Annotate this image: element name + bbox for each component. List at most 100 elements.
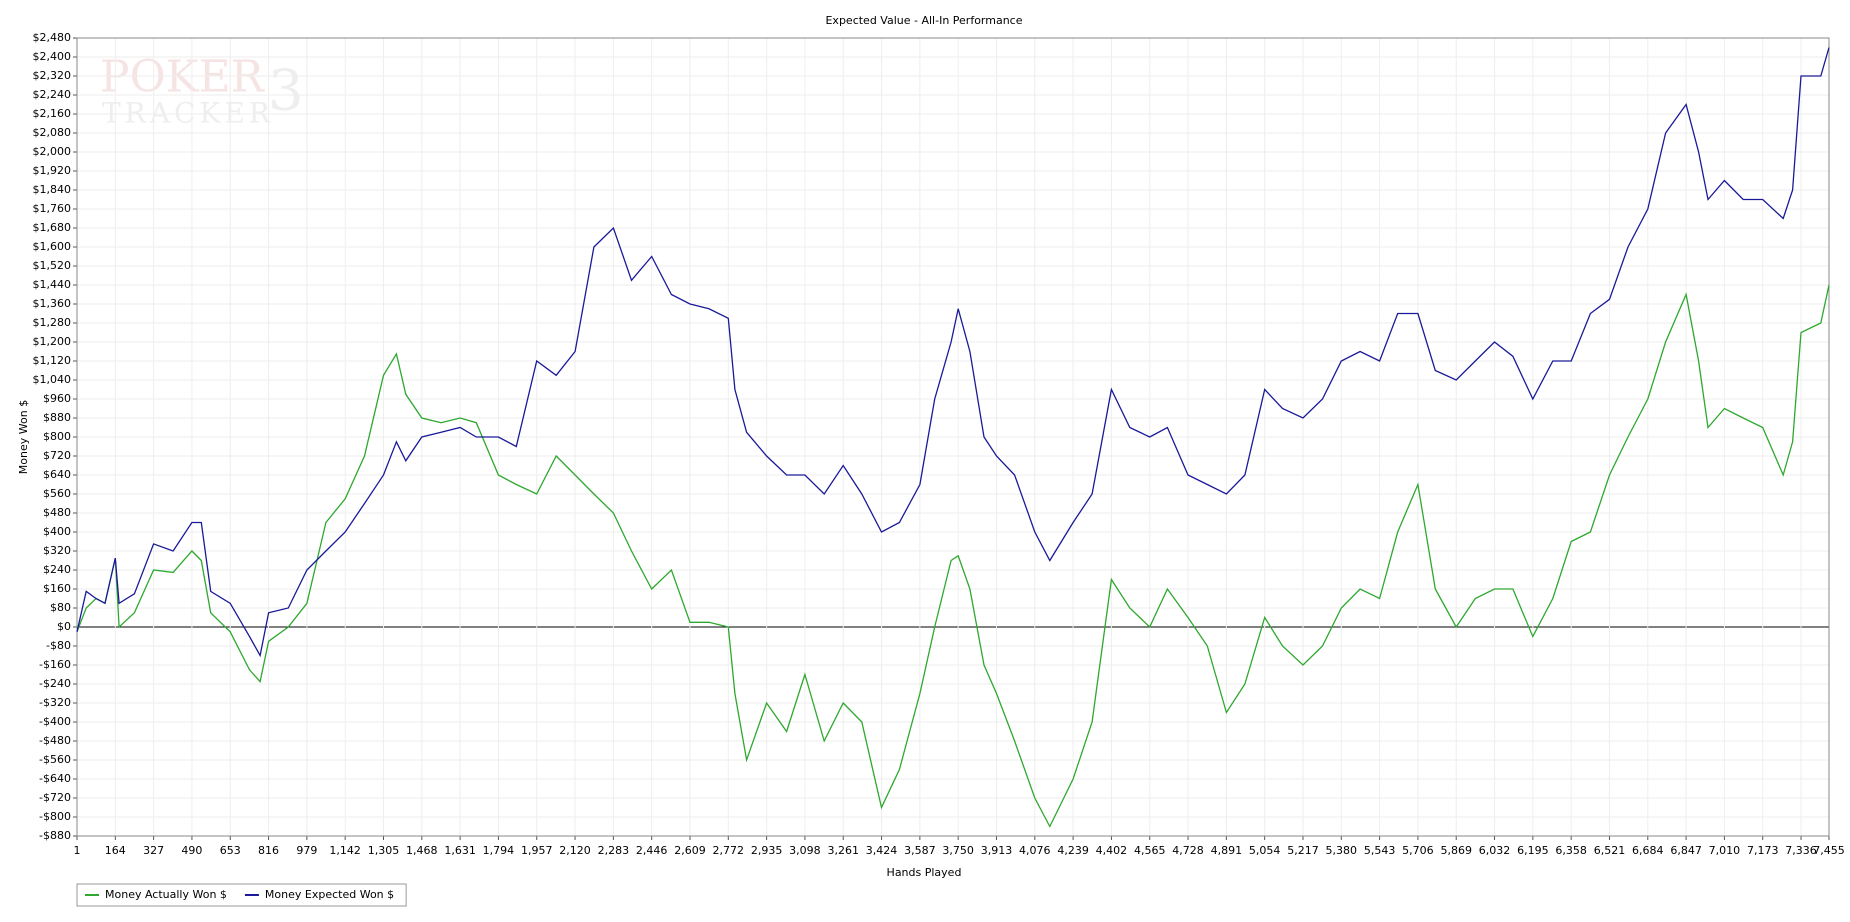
x-tick-label: 6,521 bbox=[1594, 844, 1626, 857]
y-tick-label: $1,440 bbox=[33, 278, 72, 291]
x-tick-label: 2,283 bbox=[598, 844, 630, 857]
x-tick-label: 653 bbox=[220, 844, 241, 857]
y-tick-label: $1,360 bbox=[33, 297, 72, 310]
y-tick-label: $1,200 bbox=[33, 335, 72, 348]
y-tick-label: -$160 bbox=[39, 658, 71, 671]
series-line bbox=[76, 284, 1830, 828]
legend-label: Money Actually Won $ bbox=[105, 888, 227, 901]
x-tick-label: 1,794 bbox=[483, 844, 515, 857]
y-tick-label: -$400 bbox=[39, 715, 71, 728]
x-tick-label: 2,772 bbox=[713, 844, 745, 857]
x-tick-label: 6,195 bbox=[1517, 844, 1549, 857]
y-tick-label: $1,840 bbox=[33, 183, 72, 196]
y-tick-label: $0 bbox=[57, 620, 71, 633]
x-tick-label: 3,098 bbox=[789, 844, 821, 857]
x-tick-label: 5,543 bbox=[1364, 844, 1396, 857]
x-tick-label: 4,076 bbox=[1019, 844, 1051, 857]
x-tick-label: 4,565 bbox=[1134, 844, 1166, 857]
y-tick-label: -$560 bbox=[39, 753, 71, 766]
y-tick-label: $1,600 bbox=[33, 240, 72, 253]
x-tick-label: 7,336 bbox=[1785, 844, 1817, 857]
x-tick-label: 3,424 bbox=[866, 844, 898, 857]
y-tick-label: $1,280 bbox=[33, 316, 72, 329]
x-tick-label: 1,631 bbox=[444, 844, 476, 857]
y-tick-label: $640 bbox=[43, 468, 71, 481]
x-tick-label: 4,239 bbox=[1057, 844, 1089, 857]
y-tick-label: $2,320 bbox=[33, 69, 72, 82]
y-tick-label: -$720 bbox=[39, 791, 71, 804]
x-tick-label: 3,913 bbox=[981, 844, 1013, 857]
y-axis-label: Money Won $ bbox=[17, 400, 30, 474]
x-tick-label: 6,847 bbox=[1670, 844, 1702, 857]
x-tick-label: 5,869 bbox=[1440, 844, 1472, 857]
y-tick-label: $480 bbox=[43, 506, 71, 519]
y-tick-label: $960 bbox=[43, 392, 71, 405]
x-tick-label: 979 bbox=[296, 844, 317, 857]
x-tick-label: 1,468 bbox=[406, 844, 438, 857]
y-tick-label: -$640 bbox=[39, 772, 71, 785]
watermark-text: 3 bbox=[268, 59, 304, 124]
y-tick-label: $160 bbox=[43, 582, 71, 595]
y-tick-label: $80 bbox=[50, 601, 71, 614]
x-tick-label: 4,728 bbox=[1172, 844, 1204, 857]
watermark-text: POKER bbox=[100, 52, 266, 103]
x-tick-label: 6,032 bbox=[1479, 844, 1511, 857]
x-tick-label: 164 bbox=[105, 844, 126, 857]
x-tick-label: 7,173 bbox=[1747, 844, 1779, 857]
x-tick-label: 4,402 bbox=[1096, 844, 1128, 857]
y-tick-label: $2,480 bbox=[33, 31, 72, 44]
y-tick-label: $1,040 bbox=[33, 373, 72, 386]
y-tick-label: $2,400 bbox=[33, 50, 72, 63]
x-tick-label: 2,609 bbox=[674, 844, 706, 857]
x-tick-label: 5,706 bbox=[1402, 844, 1434, 857]
x-axis-label: Hands Played bbox=[887, 866, 962, 879]
y-tick-label: -$800 bbox=[39, 810, 71, 823]
x-tick-label: 1,305 bbox=[368, 844, 400, 857]
watermark-text: TRACKER bbox=[102, 97, 274, 130]
x-tick-label: 327 bbox=[143, 844, 164, 857]
x-tick-label: 3,587 bbox=[904, 844, 936, 857]
x-tick-label: 5,217 bbox=[1287, 844, 1319, 857]
x-tick-label: 1,142 bbox=[329, 844, 361, 857]
x-tick-label: 2,120 bbox=[559, 844, 591, 857]
y-tick-label: -$480 bbox=[39, 734, 71, 747]
x-tick-label: 6,358 bbox=[1555, 844, 1587, 857]
x-tick-label: 3,261 bbox=[827, 844, 859, 857]
x-tick-label: 3,750 bbox=[942, 844, 974, 857]
x-tick-label: 6,684 bbox=[1632, 844, 1664, 857]
y-tick-label: $2,160 bbox=[33, 107, 72, 120]
y-tick-label: $560 bbox=[43, 487, 71, 500]
y-tick-label: -$320 bbox=[39, 696, 71, 709]
y-tick-label: $2,080 bbox=[33, 126, 72, 139]
y-tick-label: -$80 bbox=[46, 639, 71, 652]
watermark: POKER TRACKER 3 bbox=[100, 52, 304, 130]
legend-label: Money Expected Won $ bbox=[265, 888, 394, 901]
x-tick-label: 7,010 bbox=[1709, 844, 1741, 857]
series-line bbox=[76, 47, 1830, 658]
x-tick-label: 1 bbox=[74, 844, 81, 857]
y-tick-label: $1,760 bbox=[33, 202, 72, 215]
x-tick-label: 1,957 bbox=[521, 844, 553, 857]
y-tick-label: $240 bbox=[43, 563, 71, 576]
x-tick-label: 2,446 bbox=[636, 844, 668, 857]
y-tick-label: $1,680 bbox=[33, 221, 72, 234]
x-tick-label: 5,054 bbox=[1249, 844, 1281, 857]
y-tick-label: $1,120 bbox=[33, 354, 72, 367]
y-tick-label: $720 bbox=[43, 449, 71, 462]
y-tick-label: $800 bbox=[43, 430, 71, 443]
y-tick-label: $2,000 bbox=[33, 145, 72, 158]
x-tick-label: 490 bbox=[181, 844, 202, 857]
y-tick-label: $2,240 bbox=[33, 88, 72, 101]
y-tick-label: $400 bbox=[43, 525, 71, 538]
legend-box bbox=[76, 883, 407, 907]
x-tick-label: 2,935 bbox=[751, 844, 783, 857]
plot-frame bbox=[76, 37, 1830, 837]
y-tick-label: -$240 bbox=[39, 677, 71, 690]
y-tick-label: -$880 bbox=[39, 829, 71, 842]
x-tick-label: 816 bbox=[258, 844, 279, 857]
x-tick-label: 5,380 bbox=[1326, 844, 1358, 857]
y-tick-label: $320 bbox=[43, 544, 71, 557]
y-tick-label: $880 bbox=[43, 411, 71, 424]
y-tick-label: $1,520 bbox=[33, 259, 72, 272]
